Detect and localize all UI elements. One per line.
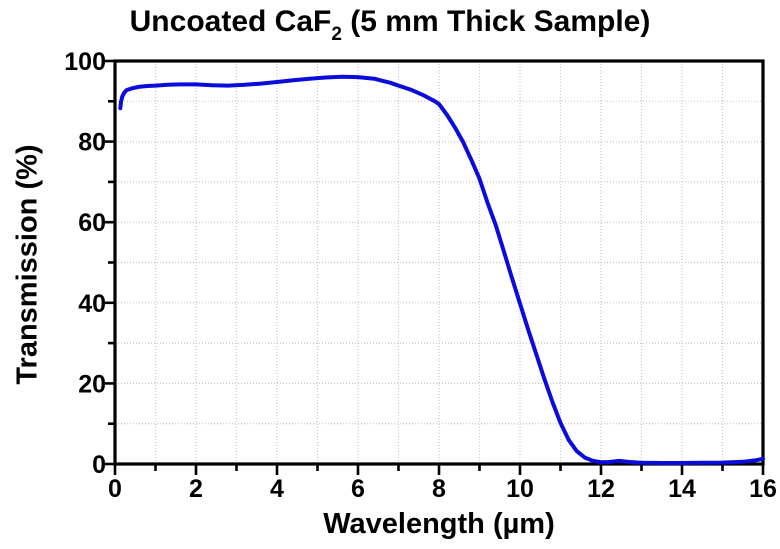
y-tick-label: 0	[92, 451, 106, 479]
gridlines	[115, 61, 763, 464]
x-tick-label: 14	[668, 475, 696, 503]
x-tick-label: 16	[749, 475, 777, 503]
x-tick-label: 8	[432, 475, 446, 503]
chart-title-suffix: (5 mm Thick Sample)	[341, 5, 651, 38]
x-tick-label: 0	[108, 475, 122, 503]
y-tick-label: 20	[78, 370, 106, 398]
x-tick-label: 4	[270, 475, 284, 503]
y-tick-label: 80	[78, 129, 106, 157]
x-tick-label: 6	[351, 475, 365, 503]
x-tick-label: 12	[587, 475, 615, 503]
y-tick-labels: 0 20 40 60 80 100	[64, 48, 106, 479]
y-tick-label: 40	[78, 290, 106, 318]
transmission-curve	[118, 74, 765, 465]
x-axis-title: Wavelength (µm)	[323, 508, 555, 540]
x-tick-labels: 0 2 4 6 8 10 12 14 16	[108, 475, 777, 503]
chart-title: Uncoated CaF2 (5 mm Thick Sample)	[0, 5, 780, 45]
x-tick-label: 2	[189, 475, 203, 503]
y-tick-label: 100	[64, 48, 106, 76]
chart-title-subscript: 2	[331, 24, 342, 45]
chart-title-prefix: Uncoated CaF	[129, 5, 332, 38]
axis-ticks	[104, 59, 765, 475]
y-tick-label: 60	[78, 209, 106, 237]
plot-frame	[113, 59, 765, 466]
x-tick-label: 10	[506, 475, 534, 503]
